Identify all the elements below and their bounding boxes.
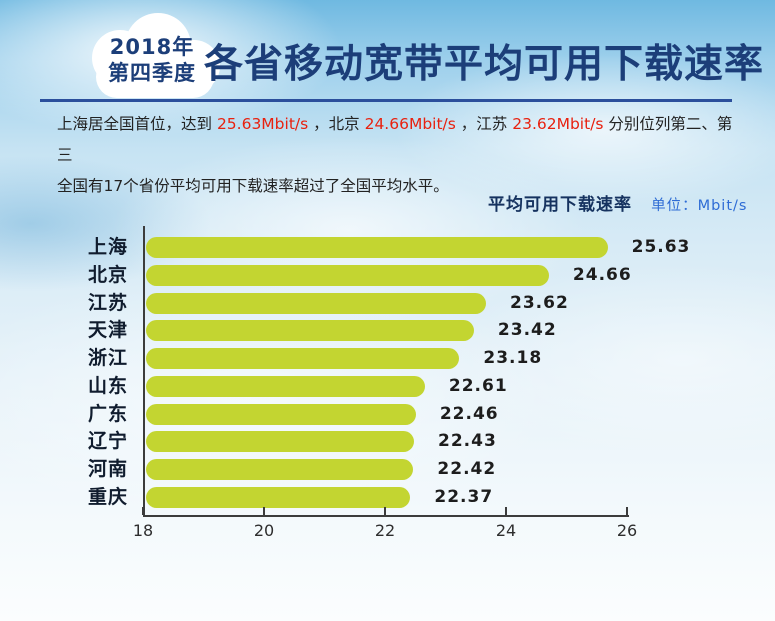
bar-value: 22.37 <box>434 486 494 507</box>
bar-label: 辽宁 <box>87 430 128 453</box>
axis-tick-label: 26 <box>616 521 638 540</box>
bar <box>146 459 414 480</box>
speed-value-highlight: 23.62Mbit/s <box>512 115 604 133</box>
unit-label: 单位：Mbit/s <box>651 198 748 214</box>
bar-row: 重庆 22.37 <box>0 486 775 508</box>
bar-row: 浙江 23.18 <box>0 347 775 369</box>
bar-row: 江苏 23.62 <box>0 292 775 314</box>
intro-text-segment: 分别位列第二、第三 <box>57 115 733 164</box>
bar <box>146 320 474 342</box>
axis-tick <box>142 507 144 515</box>
speed-value-highlight: 24.66Mbit/s <box>364 115 456 133</box>
axis-tick-label: 20 <box>253 521 275 540</box>
speed-value-highlight: 25.63Mbit/s <box>216 115 309 133</box>
bar-label: 广东 <box>87 402 128 425</box>
bar-value: 24.66 <box>572 264 632 285</box>
bar <box>146 403 416 425</box>
chart-header: 平均可用下载速率 单位：Mbit/s <box>488 190 747 215</box>
bar-value: 22.61 <box>448 375 508 396</box>
bar <box>146 348 460 369</box>
bar-value: 22.46 <box>439 403 499 424</box>
axis-tick-label: 24 <box>495 521 517 540</box>
page-title: 各省移动宽带平均可用下载速率 <box>204 42 765 87</box>
bar-label: 河南 <box>87 458 128 480</box>
bar <box>146 292 486 314</box>
bar-row: 北京 24.66 <box>0 264 775 286</box>
bar-label: 重庆 <box>87 485 128 508</box>
bar-label: 天津 <box>87 319 128 342</box>
axis-tick-label: 18 <box>132 521 154 540</box>
period-badge-text: 2018年 第四季度 <box>74 34 230 86</box>
bar-value: 22.43 <box>438 431 497 452</box>
axis-tick <box>384 507 386 515</box>
axis-tick-label: 22 <box>374 521 396 540</box>
bar-label: 北京 <box>87 263 128 286</box>
intro-text-segment: 上海居全国首位，达到 <box>57 115 217 133</box>
bar-row: 天津 23.42 <box>0 319 775 342</box>
bar-value: 23.18 <box>483 348 543 368</box>
axis-tick <box>263 507 265 515</box>
bar-value: 23.62 <box>510 292 569 313</box>
bar-value: 23.42 <box>497 320 557 341</box>
intro-paragraph: 上海居全国首位，达到 25.63Mbit/s ，北京 24.66Mbit/s ，… <box>57 109 737 202</box>
bar-row: 上海 25.63 <box>0 236 775 258</box>
bar-row: 广东 22.46 <box>0 403 775 425</box>
axis-tick <box>626 507 628 515</box>
bar-row: 辽宁 22.43 <box>0 430 775 453</box>
badge-year: 2018年 <box>109 35 195 59</box>
cloud-icon <box>92 13 220 98</box>
bar <box>146 264 549 286</box>
bar-label: 上海 <box>87 236 128 258</box>
badge-quarter: 第四季度 <box>108 61 196 85</box>
y-axis-line <box>143 226 145 517</box>
intro-text-segment: ，北京 <box>308 115 365 133</box>
bar <box>146 431 414 453</box>
title-divider <box>40 99 732 102</box>
bar <box>146 486 411 508</box>
bar-row: 河南 22.42 <box>0 458 775 480</box>
bar-value: 25.63 <box>631 237 691 257</box>
bar-value: 22.42 <box>437 459 497 479</box>
intro-line-2: 全国有17个省份平均可用下载速率超过了全国平均水平。 <box>57 177 449 195</box>
bar-label: 浙江 <box>87 347 128 369</box>
intro-text-segment: ，江苏 <box>455 115 513 133</box>
x-axis-line <box>143 515 629 517</box>
chart-title: 平均可用下载速率 <box>488 195 632 215</box>
period-badge: 2018年 第四季度 <box>74 10 230 106</box>
intro-line-1: 上海居全国首位，达到 25.63Mbit/s ，北京 24.66Mbit/s ，… <box>57 109 737 171</box>
bar <box>146 375 425 397</box>
bar-label: 山东 <box>87 374 128 397</box>
bar-label: 江苏 <box>87 291 128 314</box>
axis-tick <box>505 507 507 515</box>
bar-row: 山东 22.61 <box>0 375 775 397</box>
bar <box>146 237 608 258</box>
